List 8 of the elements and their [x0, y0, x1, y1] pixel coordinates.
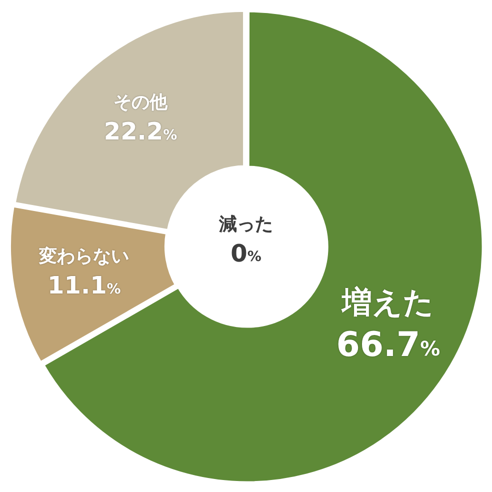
slice-label: 増えた — [341, 285, 434, 320]
slice-label: その他 — [113, 92, 168, 113]
category-label: 減った — [219, 214, 273, 235]
slice-label: 変わらない — [38, 246, 130, 268]
data-label: 22.2% — [104, 118, 178, 146]
data-label: 66.7% — [336, 324, 440, 365]
data-label: 11.1% — [48, 272, 121, 300]
text: 0% — [230, 239, 262, 268]
